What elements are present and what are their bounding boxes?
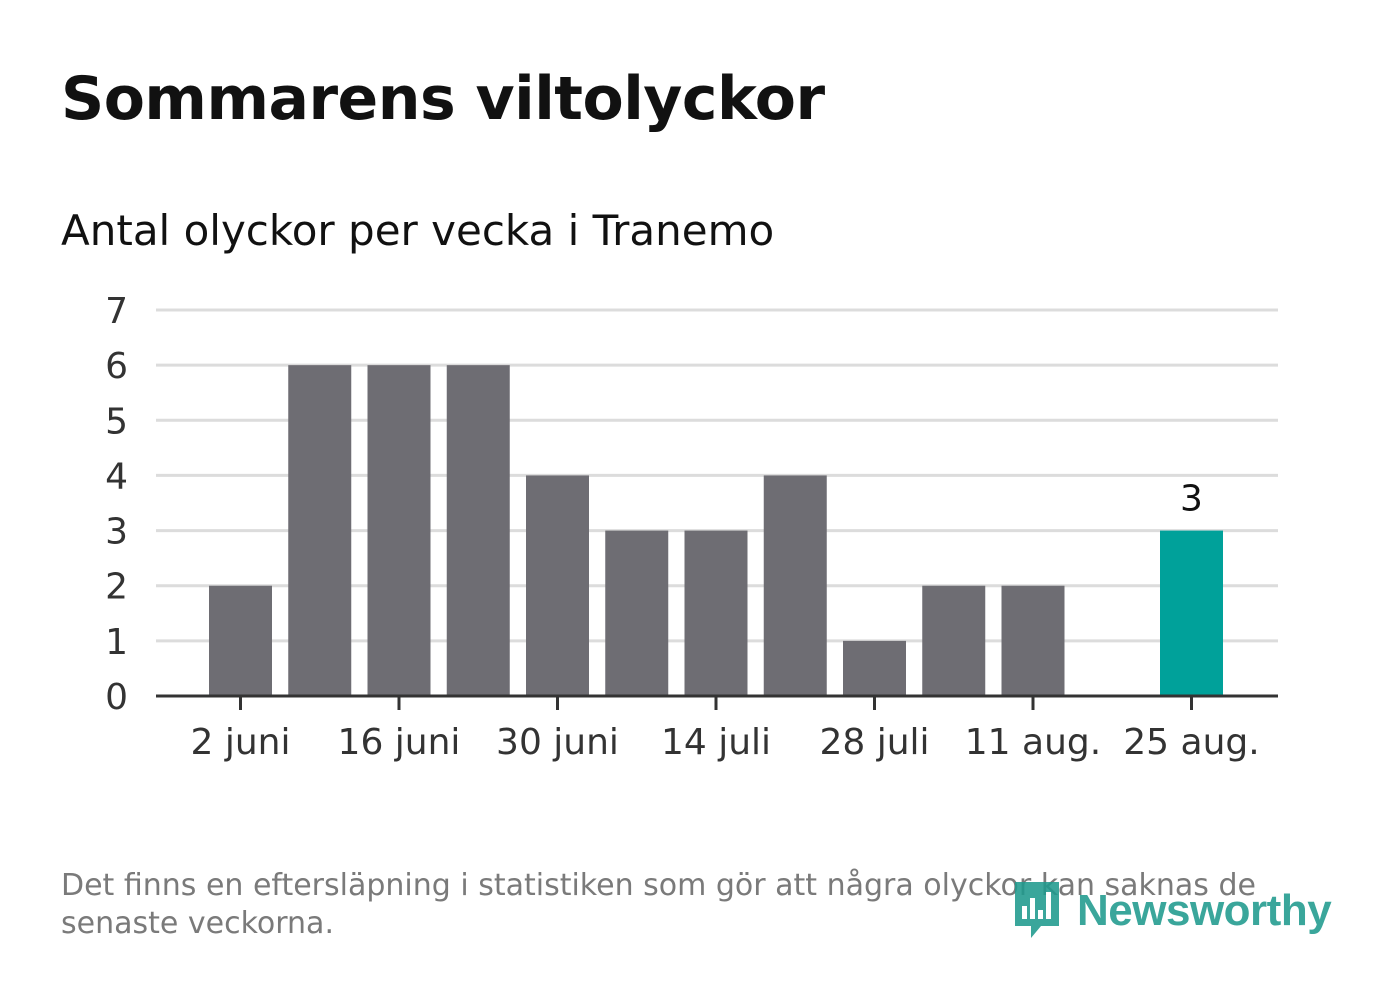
x-tick-label: 25 aug. xyxy=(1123,722,1259,763)
x-axis xyxy=(156,694,1278,710)
bar-highlight xyxy=(1160,530,1223,696)
x-tick-label: 2 juni xyxy=(191,722,291,763)
data-labels: 3 xyxy=(1180,479,1203,520)
bar xyxy=(605,530,669,696)
bar xyxy=(446,365,510,696)
chart-title: Sommarens viltolyckor xyxy=(61,64,825,134)
bar xyxy=(209,585,272,696)
x-tick-label: 14 juli xyxy=(661,722,771,763)
y-tick-label: 2 xyxy=(105,567,128,608)
bar-value-label: 3 xyxy=(1180,479,1203,520)
x-tick-label: 30 juni xyxy=(496,722,619,763)
newsworthy-logo: Newsworthy xyxy=(1011,878,1332,944)
y-tick-label: 3 xyxy=(105,512,128,553)
y-tick-label: 4 xyxy=(105,456,128,497)
y-tick-label: 1 xyxy=(105,622,128,663)
bars xyxy=(209,365,1223,696)
logo-text: Newsworthy xyxy=(1077,886,1332,935)
bar xyxy=(367,365,431,696)
bar xyxy=(763,475,827,696)
bar xyxy=(526,475,589,696)
x-tick-label: 28 juli xyxy=(819,722,929,763)
y-tick-label: 6 xyxy=(105,346,128,387)
y-axis-labels: 0 1 2 3 4 5 6 7 xyxy=(105,291,128,718)
x-tick-label: 11 aug. xyxy=(965,722,1101,763)
newsworthy-chart-icon xyxy=(1015,882,1059,938)
chart-subtitle: Antal olyckor per vecka i Tranemo xyxy=(61,206,775,255)
bar xyxy=(288,365,352,696)
bar xyxy=(684,530,748,696)
bar xyxy=(1001,585,1065,696)
bar xyxy=(922,585,986,696)
bar xyxy=(843,640,906,696)
x-tick-label: 16 juni xyxy=(338,722,461,763)
y-tick-label: 0 xyxy=(105,677,128,718)
y-tick-label: 5 xyxy=(105,401,128,442)
x-axis-labels: 2 juni 16 juni 30 juni 14 juli 28 juli 11 aug… xyxy=(191,722,1260,763)
y-tick-label: 7 xyxy=(105,291,128,332)
